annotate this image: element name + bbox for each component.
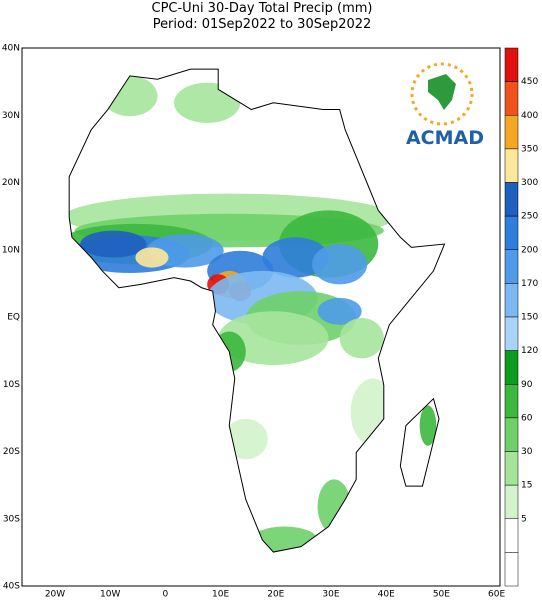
lon-label: 60E	[488, 590, 505, 600]
colorbar-segment	[504, 552, 519, 587]
colorbar-segment	[504, 384, 519, 419]
logo-text: ACMAD	[406, 127, 484, 149]
lat-label: 30N	[2, 111, 20, 121]
colorbar-segment	[504, 417, 519, 452]
coastline	[399, 397, 440, 487]
colorbar-label: 120	[521, 346, 538, 356]
lat-label: 20N	[2, 178, 20, 188]
colorbar-label: 15	[521, 481, 532, 491]
precip-area	[223, 418, 268, 460]
precip-area	[251, 526, 318, 553]
logo-sun	[410, 62, 474, 126]
colorbar-label: 60	[521, 413, 533, 423]
colorbar-segment	[504, 249, 519, 284]
colorbar-label: 400	[521, 111, 538, 121]
colorbar-label: 450	[521, 77, 538, 87]
lon-label: 10W	[100, 590, 120, 600]
colorbar-label: 250	[521, 212, 538, 222]
colorbar-label: 5	[521, 514, 527, 524]
colorbar-label: 350	[521, 144, 538, 154]
precip-area	[350, 378, 395, 446]
lat-label: 40N	[2, 44, 20, 54]
colorbar-segment	[504, 115, 519, 150]
colorbar-segment	[504, 451, 519, 486]
colorbar-label: 200	[521, 245, 538, 255]
lat-label: 40S	[3, 582, 20, 592]
lon-label: 10E	[212, 590, 229, 600]
colorbar-segment	[504, 47, 519, 82]
title: CPC-Uni 30-Day Total Precip (mm)	[152, 1, 373, 16]
lat-label: 20S	[3, 447, 20, 457]
colorbar-segment	[504, 316, 519, 351]
precip-area	[102, 75, 158, 117]
lon-label: 30E	[322, 590, 339, 600]
precip-area	[80, 230, 147, 258]
colorbar-label: 150	[521, 313, 538, 323]
lon-label: 20W	[45, 590, 65, 600]
precip-area	[174, 82, 241, 123]
colorbar-label: 90	[521, 380, 533, 390]
precip-area	[419, 405, 437, 446]
colorbar-segment	[504, 182, 519, 217]
precip-area	[317, 297, 362, 325]
colorbar-segment	[504, 148, 519, 183]
colorbar-segment	[504, 215, 519, 250]
lat-label: 10N	[2, 245, 20, 255]
logo: ACMAD	[406, 62, 484, 149]
colorbar-segment	[504, 81, 519, 116]
colorbar-segment	[504, 283, 519, 318]
map	[68, 68, 446, 553]
lon-label: 50E	[433, 590, 450, 600]
colorbar-segment	[504, 484, 519, 519]
precip-area	[135, 247, 169, 268]
logo-africa	[428, 74, 456, 110]
colorbar-label: 30	[521, 447, 533, 457]
lat-label: 30S	[3, 514, 20, 524]
colorbar-label: 300	[521, 178, 538, 188]
precip-area	[312, 244, 368, 285]
lon-label: 0	[163, 590, 169, 600]
precip-area	[262, 237, 329, 278]
subtitle: Period: 01Sep2022 to 30Sep2022	[153, 17, 372, 32]
colorbar-segment	[504, 518, 519, 553]
colorbar-label: 170	[521, 279, 538, 289]
precip-area	[317, 479, 351, 534]
map-frame	[21, 47, 501, 587]
coastline	[68, 68, 446, 553]
lat-label: EQ	[7, 313, 20, 323]
lat-label: 10S	[3, 380, 20, 390]
lon-label: 20E	[267, 590, 284, 600]
colorbar-segment	[504, 350, 519, 385]
lon-label: 40E	[378, 590, 395, 600]
precip-area	[339, 318, 384, 359]
